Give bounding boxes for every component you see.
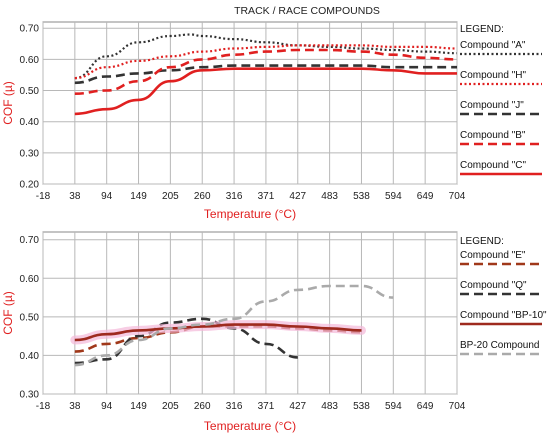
- x-tick-label: 538: [353, 401, 370, 412]
- x-tick-label: 205: [162, 191, 179, 202]
- x-tick-label: 94: [101, 191, 113, 202]
- y-tick-label: 0.70: [20, 24, 40, 35]
- x-tick-label: 649: [417, 191, 434, 202]
- x-tick-label: 94: [101, 401, 113, 412]
- legend-title: LEGEND:: [460, 236, 504, 247]
- legend-entry-label: Compound "H": [460, 70, 526, 81]
- series-line-4: [74, 284, 394, 367]
- x-tick-label: 149: [130, 401, 147, 412]
- x-tick-label: 594: [385, 401, 402, 412]
- legend-entry-label: Compound "BP-10": [460, 310, 547, 321]
- series-line-3: [74, 323, 362, 342]
- legend-entry-label: Compound "J": [460, 100, 524, 111]
- y-tick-label: 0.60: [20, 274, 40, 285]
- y-axis-label: COF (µ): [1, 81, 15, 125]
- legend-entry-label: Compound "B": [460, 130, 526, 141]
- series-line-4: [74, 48, 458, 95]
- x-tick-label: 594: [385, 191, 402, 202]
- x-axis-label: Temperature (°C): [204, 419, 296, 433]
- x-tick-label: 371: [258, 191, 275, 202]
- series-line-3: [74, 64, 457, 85]
- x-tick-label: 149: [130, 191, 147, 202]
- x-axis-label: Temperature (°C): [204, 207, 296, 221]
- y-tick-label: 0.20: [20, 180, 40, 191]
- y-tick-label: 0.70: [20, 235, 40, 246]
- x-tick-label: 704: [449, 401, 466, 412]
- series-line-1: [74, 33, 458, 80]
- x-tick-label: -18: [36, 191, 51, 202]
- series-line-5: [74, 67, 457, 116]
- x-tick-label: 38: [69, 191, 81, 202]
- legend-entry-label: Compound "A": [460, 40, 526, 51]
- series-line-2: [74, 317, 298, 365]
- y-tick-label: 0.50: [20, 86, 40, 97]
- chart-1: -18 38 94 149 205 260 316 371 427 483 538 594 649 704…: [1, 5, 542, 221]
- x-tick-label: 538: [353, 191, 370, 202]
- y-tick-label: 0.60: [20, 55, 40, 66]
- x-tick-label: 260: [194, 191, 211, 202]
- x-tick-label: 483: [321, 401, 338, 412]
- y-tick-label: 0.40: [20, 117, 40, 128]
- x-tick-label: 427: [289, 401, 306, 412]
- y-axis-label: COF (µ): [1, 291, 15, 335]
- x-tick-label: 260: [194, 401, 211, 412]
- legend-entry-label: Compound "E": [460, 250, 526, 261]
- x-tick-label: -18: [36, 401, 51, 412]
- x-tick-label: 371: [258, 401, 275, 412]
- x-tick-label: 704: [449, 191, 466, 202]
- x-tick-label: 205: [162, 401, 179, 412]
- legend-entry-label: Compound "Q": [460, 280, 527, 291]
- y-tick-label: 0.30: [20, 148, 40, 159]
- x-tick-label: 316: [226, 191, 243, 202]
- y-tick-label: 0.50: [20, 312, 40, 323]
- plot-area: [42, 21, 458, 185]
- x-tick-label: 38: [69, 401, 81, 412]
- x-tick-label: 427: [289, 191, 306, 202]
- x-tick-label: 649: [417, 401, 434, 412]
- y-tick-label: 0.40: [20, 351, 40, 362]
- x-tick-label: 316: [226, 401, 243, 412]
- x-tick-label: 483: [321, 191, 338, 202]
- legend-entry-label: Compound "C": [460, 160, 526, 171]
- legend-title: LEGEND:: [460, 24, 504, 35]
- legend-entry-label: BP-20 Compound: [460, 340, 540, 351]
- y-tick-label: 0.30: [20, 390, 40, 401]
- chart-title: TRACK / RACE COMPOUNDS: [234, 5, 380, 17]
- plot-area: [42, 231, 458, 395]
- chart-2: -18 38 94 149 205 260 316 371 427 483 538 594 649 704…: [1, 231, 547, 433]
